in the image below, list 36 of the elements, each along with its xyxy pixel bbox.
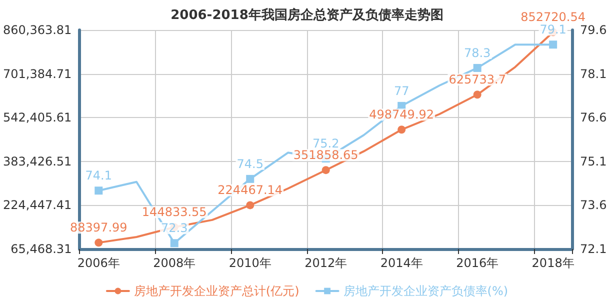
y-tick-label: 542,405.61 [2,110,72,125]
data-label: 74.1 [85,168,112,183]
y-tick-label: 701,384.71 [2,66,72,81]
y2-tick-label: 72.1 [580,242,607,256]
data-label: 224467.14 [218,183,283,198]
data-label: 75.2 [312,136,340,150]
x-tick-label: 2012年 [304,256,348,270]
y-tick-label: 383,426.51 [2,154,72,168]
y-tick-label: 860,363.81 [2,23,72,37]
data-label: 72.3 [161,221,188,236]
legend-label: 房地产开发企业资产负债率(%) [343,284,508,298]
y2-tick-label: 79.6 [580,23,607,37]
y2-tick-label: 78.1 [580,66,607,81]
y2-tick-label: 73.6 [580,198,607,212]
legend-label: 房地产开发企业资产总计(亿元) [134,284,300,298]
data-label: 852720.54 [520,10,586,24]
x-tick-label: 2014年 [380,256,423,270]
data-label: 77 [394,84,410,98]
y2-tick-label: 76.6 [580,110,607,125]
x-tick-label: 2010年 [228,256,272,270]
chart-title: 2006-2018年我国房企总资产及负债率走势图 [170,7,444,23]
data-label: 79.1 [540,22,566,37]
y2-tick-label: 75.1 [580,154,607,168]
data-label: 351858.65 [293,148,358,162]
data-label: 625733.7 [448,72,506,87]
data-label: 78.3 [464,46,491,60]
y-tick-label: 65,468.31 [10,242,72,256]
x-tick-label: 2016年 [456,256,499,270]
data-label: 498749.92 [369,108,434,122]
y-tick-label: 224,447.41 [2,198,72,212]
x-tick-label: 2006年 [77,256,120,270]
data-label: 88397.99 [70,220,128,235]
x-tick-label: 2018年 [532,256,574,270]
data-label: 74.5 [236,156,264,171]
x-tick-label: 2008年 [153,256,196,270]
data-label: 144833.55 [142,205,207,220]
